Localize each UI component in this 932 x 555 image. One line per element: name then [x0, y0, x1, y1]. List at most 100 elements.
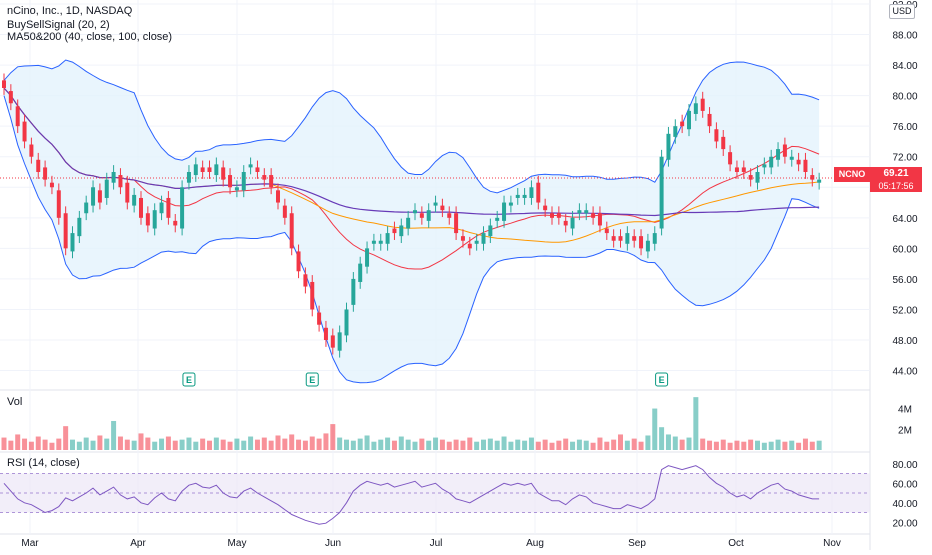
volume-tick-label: 4M	[898, 405, 912, 416]
candle-body	[556, 213, 561, 218]
candle-body	[796, 159, 801, 165]
indicator-ma[interactable]: MA50&200 (40, close, 100, close)	[7, 31, 173, 43]
bollinger-lower-line	[3, 95, 820, 384]
candle-body	[700, 98, 705, 111]
candle-body	[330, 335, 335, 348]
candle-body	[714, 129, 719, 142]
volume-bar	[796, 442, 802, 450]
volume-bar	[172, 440, 178, 450]
volume-bar	[720, 439, 726, 450]
earnings-marker-box	[182, 372, 196, 387]
candle-body	[77, 217, 82, 237]
volume-bar	[597, 437, 603, 450]
candle-body	[303, 274, 308, 287]
volume-bar	[467, 437, 473, 450]
candle-body	[536, 182, 541, 203]
candle-body	[762, 164, 767, 168]
candle-body	[454, 213, 459, 234]
volume-bar	[268, 440, 274, 450]
volume-bar	[494, 440, 500, 450]
volume-bar	[207, 440, 212, 450]
volume-bar	[713, 441, 719, 450]
volume-bar	[330, 424, 336, 450]
candle-body	[776, 149, 781, 160]
candle-body	[495, 217, 500, 221]
candle-body	[659, 156, 664, 229]
candle-body	[132, 194, 137, 206]
volume-bar	[755, 440, 760, 450]
volume-bar	[371, 441, 377, 450]
volume-bar	[97, 435, 103, 450]
candle-body	[262, 175, 267, 180]
volume-bar	[138, 433, 144, 450]
chart-title: nCino, Inc., 1D, NASDAQ	[7, 5, 133, 17]
volume-bar	[124, 439, 130, 450]
candle-body	[159, 202, 164, 214]
volume-bar	[638, 441, 644, 450]
price-tick-label: 44.00	[892, 367, 917, 378]
earnings-marker-label: E	[309, 375, 315, 385]
volume-bar	[618, 434, 623, 450]
volume-bar	[309, 436, 315, 450]
volume-bar	[563, 438, 569, 450]
volume-bar	[316, 438, 322, 450]
candle-body	[358, 263, 363, 282]
candle-body	[91, 187, 96, 206]
candle-body	[371, 240, 376, 244]
candle-body	[488, 225, 493, 237]
candle-body	[399, 225, 404, 237]
volume-bar	[391, 440, 397, 450]
volume-bar	[433, 437, 439, 450]
candle-body	[707, 113, 712, 127]
candle-body	[234, 187, 239, 191]
price-tick-label: 56.00	[892, 275, 917, 286]
volume-tick-label: 2M	[898, 425, 912, 436]
candle-body	[193, 164, 198, 176]
volume-bar	[145, 437, 151, 450]
candle-body	[351, 278, 356, 305]
candle-body	[22, 121, 27, 142]
volume-bar	[439, 439, 445, 450]
volume-bar	[809, 441, 815, 450]
candle-body	[43, 167, 48, 180]
price-tick-label: 72.00	[892, 153, 917, 164]
candle-body	[413, 210, 417, 214]
volume-bar	[741, 441, 747, 450]
volume-bar	[234, 438, 240, 450]
volume-bar	[556, 440, 562, 450]
volume-bar	[672, 436, 678, 450]
ma-slow-line	[3, 87, 820, 217]
volume-bar	[604, 441, 610, 450]
volume-bar	[364, 435, 370, 450]
volume-bar	[501, 436, 507, 450]
rsi-tick-label: 20.00	[892, 518, 917, 529]
volume-bar	[679, 439, 685, 450]
price-tick-label: 88.00	[892, 31, 917, 42]
volume-bar	[583, 440, 589, 450]
volume-bar	[70, 439, 75, 450]
candle-body	[728, 152, 733, 165]
candle-body	[63, 213, 68, 249]
volume-bar	[117, 436, 123, 450]
rsi-line	[3, 465, 820, 525]
price-tick-label: 76.00	[892, 122, 917, 133]
volume-bar	[576, 439, 582, 450]
currency-badge[interactable]: USD	[889, 4, 915, 19]
candle-body	[625, 233, 630, 244]
volume-bar	[508, 441, 514, 450]
candle-body	[433, 202, 438, 206]
volume-bar	[707, 440, 713, 450]
candle-body	[577, 210, 582, 214]
volume-bar	[665, 434, 671, 450]
volume-bar	[22, 438, 28, 450]
volume-bar	[522, 440, 528, 450]
candle-body	[200, 167, 205, 172]
volume-bar	[535, 441, 541, 450]
indicator-buysellsignal[interactable]: BuySellSignal (20, 2)	[7, 19, 110, 31]
candle-body	[228, 175, 233, 188]
candle-body	[118, 175, 123, 188]
time-tick-label: Nov	[823, 538, 841, 549]
candle-body	[748, 175, 753, 180]
